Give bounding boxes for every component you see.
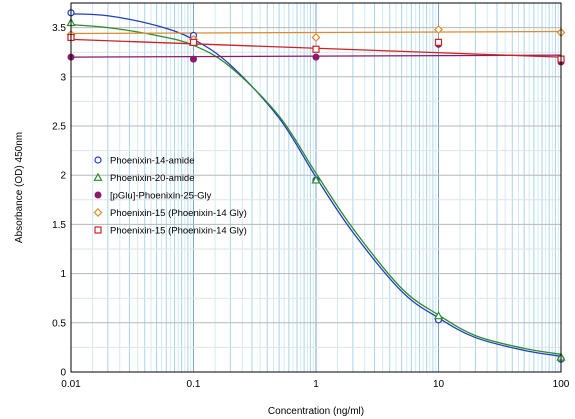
data-point <box>434 38 443 46</box>
legend: Phoenixin-14-amide Phoenixin-20-amide [pGl… <box>93 156 247 237</box>
legend-entry: [pGlu]-Phoenixin-25-Gly <box>110 191 212 202</box>
legend-marker <box>93 172 103 181</box>
y-axis-label: Absorbance (OD) 450nm <box>14 132 25 243</box>
legend-marker <box>94 226 102 234</box>
fit-curve <box>70 24 562 355</box>
data-point <box>312 45 320 53</box>
y-tick-label: 0 <box>60 368 66 379</box>
grid <box>70 3 561 372</box>
y-tick-label: 1.5 <box>52 220 66 231</box>
x-tick-label: 0.1 <box>187 379 201 390</box>
legend-marker <box>94 156 102 164</box>
legend-entry: Phoenixin-14-amide <box>110 156 195 167</box>
x-tick-label: 100 <box>553 379 570 390</box>
y-tick-label: 2.5 <box>52 122 66 133</box>
x-axis-label: Concentration (ng/ml) <box>268 406 364 417</box>
data-point <box>190 55 197 63</box>
x-tick-label: 0.01 <box>61 379 81 390</box>
y-tick-label: 3 <box>60 72 66 83</box>
data-point <box>433 311 444 320</box>
y-tick-label: 0.5 <box>52 318 66 329</box>
legend-marker <box>93 208 103 217</box>
legend-entry: Phoenixin-15 (Phoenixin-14 Gly) <box>110 226 247 237</box>
data-point <box>189 38 198 46</box>
y-tick-label: 3.5 <box>52 23 66 34</box>
data-point <box>312 53 320 61</box>
y-tick-label: 1 <box>60 269 66 280</box>
legend-marker <box>94 191 102 199</box>
tick-labels: 0.01 0.1 1 10 100 0 0.5 1 1.5 2 2.5 3 3.5 <box>52 23 570 390</box>
legend-entry: Phoenixin-15 (Phoenixin-14 Gly) <box>110 208 247 219</box>
x-tick-label: 10 <box>433 379 445 390</box>
x-tick-label: 1 <box>313 379 319 390</box>
data-point <box>434 25 443 35</box>
plot-frame <box>70 2 562 373</box>
data-point <box>311 32 321 42</box>
fit-curve <box>70 30 562 35</box>
y-tick-label: 2 <box>60 171 66 182</box>
legend-entry: Phoenixin-20-amide <box>110 173 195 184</box>
data-point <box>311 175 321 184</box>
